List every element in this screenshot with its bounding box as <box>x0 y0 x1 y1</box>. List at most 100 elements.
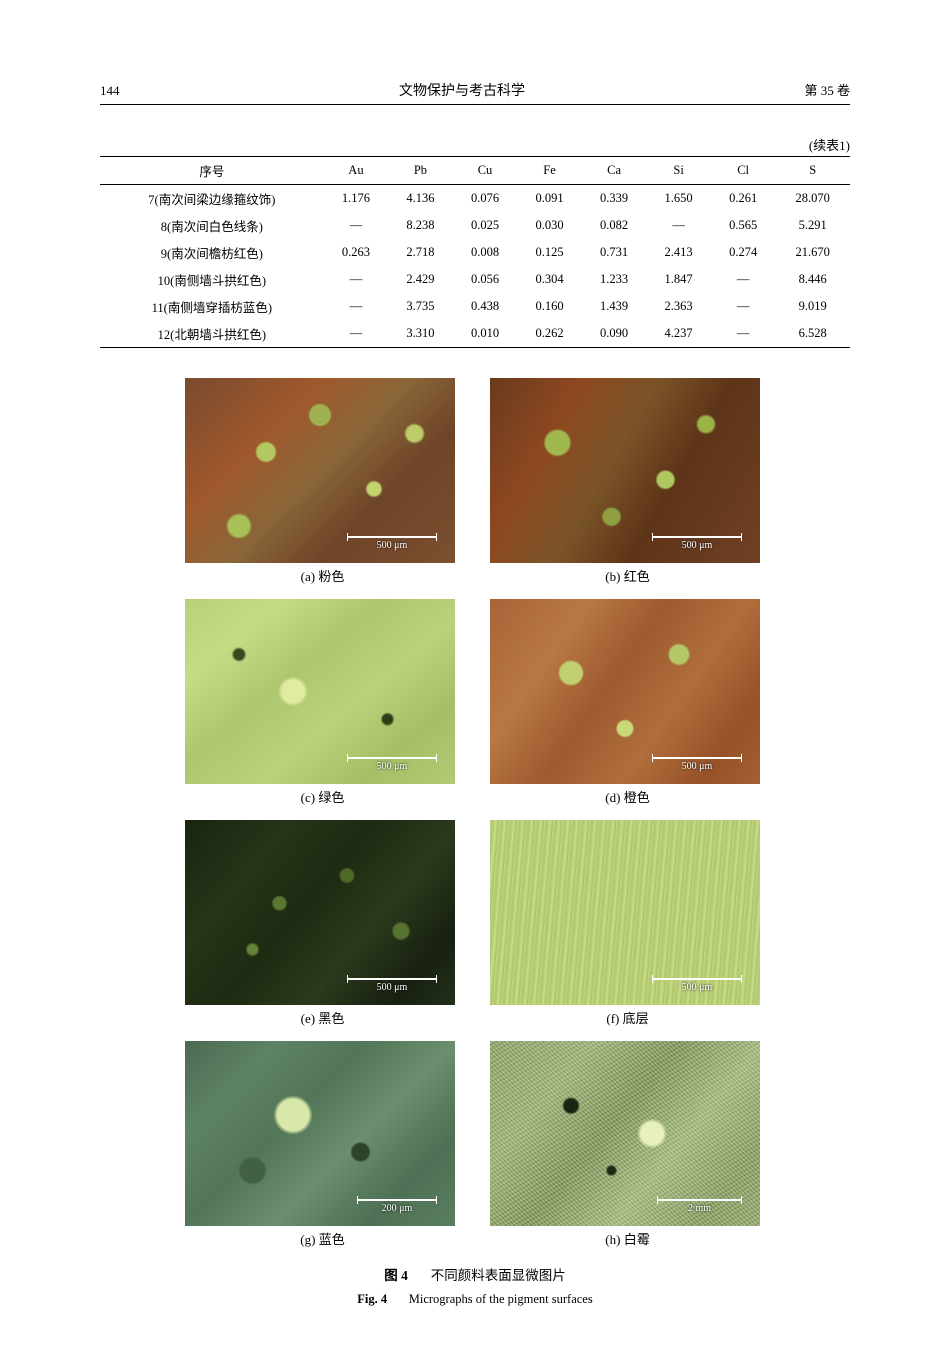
table-cell: 8(南次间白色线条) <box>100 212 324 239</box>
table-row: 7(南次间梁边缘箍纹饰)1.1764.1360.0760.0910.3391.6… <box>100 185 850 213</box>
figure-caption-cn: 不同颜料表面显微图片 <box>431 1268 566 1283</box>
figure-title-cn: 图 4 不同颜料表面显微图片 <box>100 1264 850 1284</box>
micrograph-caption: (d) 橙色 <box>490 784 765 814</box>
scale-bar-line <box>347 978 437 980</box>
micrograph-image-g: 200 μm <box>185 1041 455 1226</box>
micrograph-caption: (g) 蓝色 <box>185 1226 460 1256</box>
scale-bar-line <box>652 536 742 538</box>
micrograph-caption: (a) 粉色 <box>185 563 460 593</box>
table-continued-label: (续表1) <box>100 135 850 154</box>
table-cell: 0.090 <box>582 320 647 348</box>
table-cell: 9(南次间檐枋红色) <box>100 239 324 266</box>
table-cell: 5.291 <box>775 212 850 239</box>
table-cell: 28.070 <box>775 185 850 213</box>
micrograph-image-f: 500 μm <box>490 820 760 1005</box>
micrograph-image-d: 500 μm <box>490 599 760 784</box>
table-cell: 2.429 <box>388 266 453 293</box>
scale-bar-line <box>347 536 437 538</box>
figure-number-cn: 图 4 <box>384 1268 408 1283</box>
table-header-cell: Ca <box>582 157 647 185</box>
table-cell: 0.262 <box>517 320 582 348</box>
figure-panel: 500 μm (d) 橙色 <box>490 599 765 814</box>
scale-bar: 200 μm <box>357 1199 437 1214</box>
table-header-cell: Cl <box>711 157 776 185</box>
scale-bar-text: 500 μm <box>377 982 408 993</box>
scale-bar-line <box>652 757 742 759</box>
figure-panel: 2 mm(h) 白霉 <box>490 1041 765 1256</box>
table-cell: 0.082 <box>582 212 647 239</box>
scale-bar-text: 500 μm <box>682 982 713 993</box>
table-cell: — <box>711 266 776 293</box>
micrograph-caption: (f) 底层 <box>490 1005 765 1035</box>
table-cell: 6.528 <box>775 320 850 348</box>
table-cell: 10(南侧墙斗拱红色) <box>100 266 324 293</box>
scale-bar: 2 mm <box>657 1199 742 1214</box>
page-header: 144 文物保护与考古科学 第 35 卷 <box>100 80 850 105</box>
table-cell: 7(南次间梁边缘箍纹饰) <box>100 185 324 213</box>
table-cell: 9.019 <box>775 293 850 320</box>
table-cell: 0.160 <box>517 293 582 320</box>
table-cell: 0.125 <box>517 239 582 266</box>
table-header-cell: Cu <box>453 157 518 185</box>
scale-bar-line <box>652 978 742 980</box>
table-header-row: 序号AuPbCuFeCaSiClS <box>100 157 850 185</box>
table-cell: 0.010 <box>453 320 518 348</box>
figure-panel: 500 μm (a) 粉色 <box>185 378 460 593</box>
scale-bar-text: 500 μm <box>377 540 408 551</box>
scale-bar-text: 500 μm <box>377 761 408 772</box>
scale-bar: 500 μm <box>347 536 437 551</box>
micrograph-image-c: 500 μm <box>185 599 455 784</box>
figure-panel: 500 μm (b) 红色 <box>490 378 765 593</box>
table-header-cell: Si <box>646 157 711 185</box>
scale-bar: 500 μm <box>347 978 437 993</box>
table-cell: — <box>324 293 389 320</box>
table-row: 11(南侧墙穿插枋蓝色)—3.7350.4380.1601.4392.363—9… <box>100 293 850 320</box>
table-header-cell: Au <box>324 157 389 185</box>
table-header-cell: Fe <box>517 157 582 185</box>
table-row: 8(南次间白色线条)—8.2380.0250.0300.082—0.5655.2… <box>100 212 850 239</box>
table-cell: 21.670 <box>775 239 850 266</box>
figure-grid: 500 μm (a) 粉色 500 μm (b) 红色 500 μm (c) 绿色 500 … <box>185 378 765 1256</box>
scale-bar-text: 200 μm <box>382 1203 413 1214</box>
figure-title-en: Fig. 4 Micrographs of the pigment surfac… <box>100 1288 850 1307</box>
table-cell: 0.731 <box>582 239 647 266</box>
scale-bar: 500 μm <box>347 757 437 772</box>
table-cell: 0.076 <box>453 185 518 213</box>
table-cell: 0.091 <box>517 185 582 213</box>
figure-panel: 200 μm (g) 蓝色 <box>185 1041 460 1256</box>
scale-bar-text: 500 μm <box>682 540 713 551</box>
table-cell: 2.413 <box>646 239 711 266</box>
table-cell: 1.176 <box>324 185 389 213</box>
scale-bar-line <box>357 1199 437 1201</box>
table-cell: 0.025 <box>453 212 518 239</box>
micrograph-caption: (b) 红色 <box>490 563 765 593</box>
scale-bar: 500 μm <box>652 978 742 993</box>
table-cell: 11(南侧墙穿插枋蓝色) <box>100 293 324 320</box>
table-cell: — <box>711 320 776 348</box>
micrograph-caption: (c) 绿色 <box>185 784 460 814</box>
table-cell: 8.238 <box>388 212 453 239</box>
page-number: 144 <box>100 83 120 99</box>
journal-title: 文物保护与考古科学 <box>120 80 805 100</box>
table-cell: — <box>324 212 389 239</box>
table-cell: 0.030 <box>517 212 582 239</box>
table-cell: 8.446 <box>775 266 850 293</box>
table-cell: 0.438 <box>453 293 518 320</box>
micrograph-caption: (e) 黑色 <box>185 1005 460 1035</box>
table-cell: 4.136 <box>388 185 453 213</box>
table-cell: — <box>711 293 776 320</box>
scale-bar-line <box>347 757 437 759</box>
table-cell: 3.735 <box>388 293 453 320</box>
table-cell: 1.233 <box>582 266 647 293</box>
figure-number-en: Fig. 4 <box>357 1292 387 1306</box>
scale-bar-text: 500 μm <box>682 761 713 772</box>
table-cell: 0.056 <box>453 266 518 293</box>
table-cell: 1.847 <box>646 266 711 293</box>
table-cell: 0.339 <box>582 185 647 213</box>
table-cell: 4.237 <box>646 320 711 348</box>
table-cell: 2.718 <box>388 239 453 266</box>
scale-bar-text: 2 mm <box>688 1203 711 1214</box>
scale-bar-line <box>657 1199 742 1201</box>
figure-panel: 500 μm (f) 底层 <box>490 820 765 1035</box>
table-cell: 3.310 <box>388 320 453 348</box>
